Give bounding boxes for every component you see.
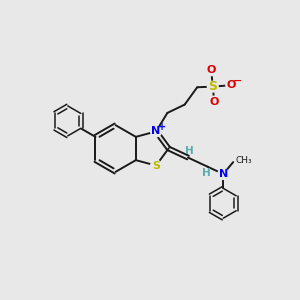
Text: N: N (219, 169, 228, 179)
Text: −: − (233, 76, 242, 86)
Circle shape (218, 169, 229, 179)
Text: O: O (207, 65, 216, 75)
Text: H: H (185, 146, 194, 156)
Text: +: + (158, 122, 166, 132)
Text: S: S (152, 160, 160, 171)
Circle shape (151, 126, 161, 137)
Text: O: O (210, 97, 219, 106)
Text: CH₃: CH₃ (235, 156, 252, 165)
Circle shape (226, 80, 237, 91)
Circle shape (207, 81, 218, 92)
Text: N: N (152, 127, 160, 136)
Circle shape (209, 96, 220, 107)
Circle shape (206, 65, 217, 76)
Text: H: H (202, 168, 211, 178)
Text: O: O (226, 80, 236, 90)
Text: S: S (208, 80, 217, 93)
Circle shape (151, 160, 161, 171)
